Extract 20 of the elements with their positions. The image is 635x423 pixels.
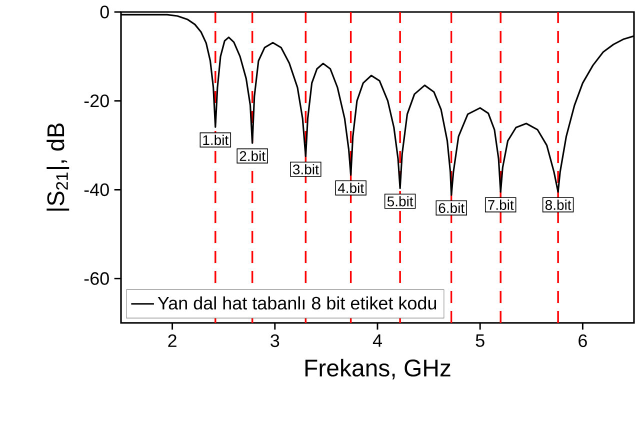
y-tick-label: 0 xyxy=(100,6,109,18)
legend-label: Yan dal hat tabanlı 8 bit etiket kodu xyxy=(158,296,436,310)
y-tick-label: -20 xyxy=(84,94,109,108)
x-tick-label: 6 xyxy=(578,334,587,348)
annotation: 2.bit xyxy=(240,150,266,162)
annotation: 3.bit xyxy=(292,164,319,174)
x-tick-label: 3 xyxy=(270,334,280,348)
annotation: 4.bit xyxy=(338,182,364,194)
y-axis-title: |S$_{21}$|, dB xyxy=(46,124,70,211)
x-axis-title: Frekans, GHz xyxy=(305,358,450,380)
annotation: 6.bit xyxy=(438,202,464,214)
y-tick-label: -60 xyxy=(84,272,109,285)
x-tick-label: 5 xyxy=(476,334,484,347)
annotation: 5.bit xyxy=(387,196,414,206)
x-tick-label: 2 xyxy=(168,334,176,347)
y-tick-label: -40 xyxy=(84,183,109,196)
annotation: 7.bit xyxy=(488,200,514,210)
annotation: 1.bit xyxy=(203,134,229,146)
x-tick-label: 4 xyxy=(372,334,382,347)
annotation: 8.bit xyxy=(545,200,572,210)
